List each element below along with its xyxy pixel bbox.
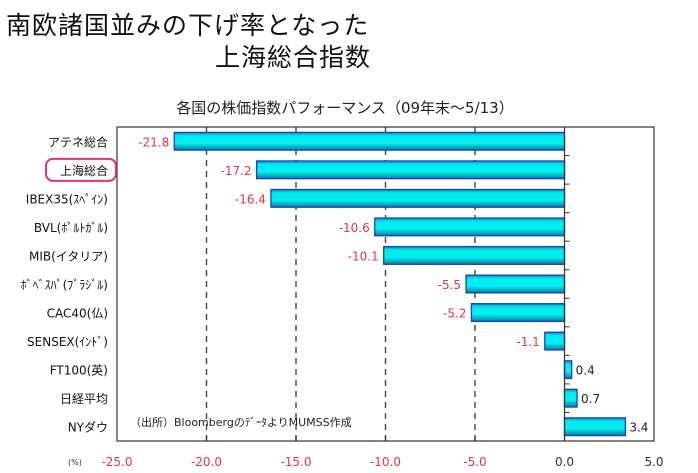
bar: [383, 245, 566, 265]
highlight-box: [45, 157, 117, 182]
category-label: 上海総合: [60, 163, 108, 178]
category-label: BVL(ﾎﾟﾙﾄｶﾞﾙ): [34, 221, 108, 235]
data-label: -21.8: [138, 135, 169, 149]
category-label: CAC40(仏): [47, 307, 108, 321]
category-label: 日経平均: [60, 392, 108, 406]
data-label: -10.6: [339, 221, 370, 235]
data-label: -10.1: [348, 249, 379, 263]
category-label: IBEX35(ｽﾍﾟｲﾝ): [26, 192, 108, 206]
page-title-line1: 南欧諸国並みの下げ率となった: [6, 11, 370, 40]
bar: [563, 388, 578, 408]
data-label: 3.4: [629, 421, 648, 435]
bar: [270, 188, 566, 208]
bar: [173, 131, 566, 151]
chart-title: 各国の株価指数パフォーマンス（09年末～5/13）: [176, 99, 513, 117]
category-label: アテネ総合: [48, 134, 108, 149]
x-tick-label: 0.0: [555, 455, 574, 469]
data-label: 0.4: [576, 364, 595, 378]
category-label: FT100(英): [50, 364, 108, 378]
bar: [470, 303, 566, 323]
data-label: -5.2: [443, 307, 466, 321]
category-label: MIB(イタリア): [29, 249, 108, 263]
bar: [563, 417, 627, 437]
data-label: -16.4: [235, 192, 266, 206]
x-tick-label: -15.0: [280, 455, 311, 469]
category-label: NYダウ: [68, 420, 108, 435]
data-label: -5.5: [438, 278, 461, 292]
bar: [544, 331, 566, 351]
bar: [465, 274, 566, 294]
page-title-line2: 上海総合指数: [215, 43, 372, 72]
unit-label: (%): [68, 458, 82, 467]
x-tick-label: 5.0: [644, 455, 663, 469]
x-tick-label: -5.0: [463, 455, 486, 469]
x-tick-label: -20.0: [191, 455, 222, 469]
data-label: -17.2: [221, 164, 252, 178]
bar: [255, 160, 566, 180]
x-tick-label: -25.0: [101, 455, 132, 469]
bar: [374, 217, 566, 237]
data-label: -1.1: [516, 335, 539, 349]
bar: [563, 360, 573, 380]
category-label: ﾎﾞﾍﾞｽﾊﾟ(ﾌﾞﾗｼﾞﾙ): [21, 278, 108, 292]
x-tick-label: -10.0: [370, 455, 401, 469]
data-label: 0.7: [581, 392, 600, 406]
source-note: （出所）BloombergのﾃﾞｰﾀよりMUMSS作成: [130, 415, 352, 429]
category-label: SENSEX(ｲﾝﾄﾞ): [27, 335, 108, 349]
